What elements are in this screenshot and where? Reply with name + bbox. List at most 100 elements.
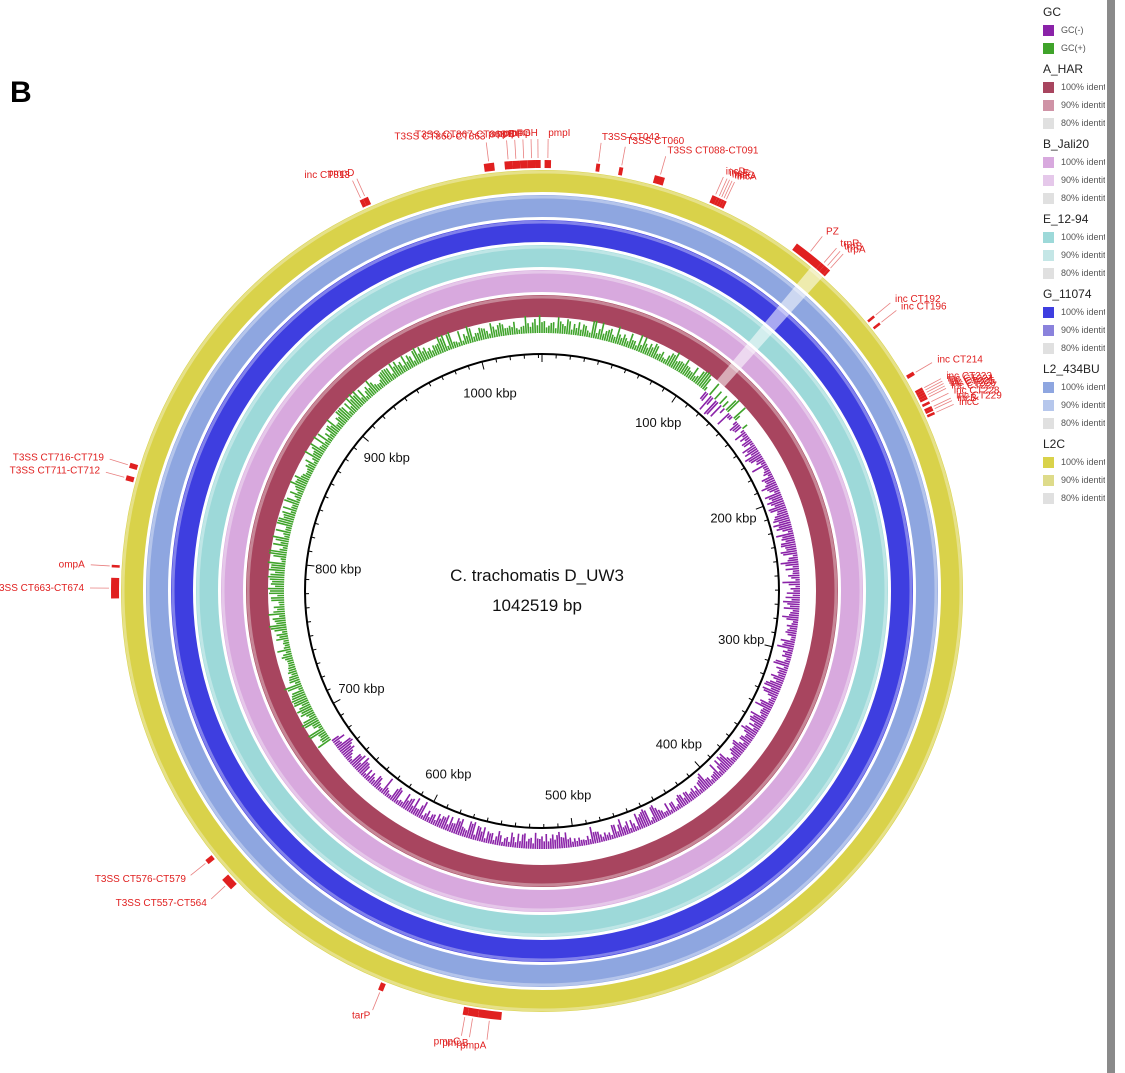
- feature-label: incB: [957, 393, 977, 404]
- axis-tick: [706, 422, 710, 427]
- gc-bar: [719, 408, 725, 414]
- gc-bar: [756, 457, 764, 463]
- gc-bar: [308, 463, 316, 469]
- feature-label: trpA: [847, 244, 866, 255]
- feature-leader: [823, 247, 837, 263]
- gc-bar: [318, 725, 323, 729]
- gc-bar: [576, 840, 579, 847]
- axis-tick: [767, 533, 773, 535]
- gc-bar: [725, 399, 737, 411]
- feature-leader: [105, 471, 125, 478]
- feature-leader: [928, 388, 947, 398]
- gc-bar: [463, 829, 468, 838]
- gc-bar: [290, 511, 297, 515]
- gc-bar: [561, 324, 564, 334]
- ring-highlight: [146, 195, 938, 987]
- gc-bar: [455, 821, 462, 835]
- axis-tick: [725, 733, 730, 737]
- gc-bar: [694, 371, 705, 385]
- feature-block: [483, 162, 495, 172]
- gc-bar: [283, 498, 300, 506]
- gc-bar: [785, 567, 800, 571]
- feature-block: [111, 564, 120, 568]
- gc-bar: [505, 836, 509, 847]
- axis-tick: [612, 812, 615, 817]
- gc-bar: [596, 831, 601, 843]
- gc-bar: [291, 695, 307, 704]
- feature-block: [111, 577, 120, 599]
- gc-bar: [759, 699, 774, 707]
- gc-bar: [312, 721, 321, 727]
- gc-bar: [770, 499, 784, 507]
- gc-bar: [408, 805, 414, 813]
- gc-bar: [734, 431, 746, 441]
- gc-bar: [298, 686, 304, 691]
- gc-bar: [639, 811, 648, 828]
- legend-group-title: A_HAR: [1043, 62, 1084, 76]
- gc-bar: [780, 543, 796, 548]
- gc-bar: [740, 724, 757, 736]
- gc-bar: [572, 323, 576, 336]
- feature-block: [652, 175, 665, 186]
- gc-bar: [763, 469, 771, 474]
- gc-bar: [352, 390, 365, 405]
- gc-bar: [487, 833, 492, 844]
- gc-bar: [313, 461, 318, 465]
- gc-bar: [342, 745, 355, 756]
- feature-label: inc CT223: [946, 371, 992, 382]
- gc-bar: [273, 610, 285, 613]
- feature-block: [544, 160, 552, 169]
- gc-bar: [335, 417, 345, 426]
- legend-item-label: 90% identity: [1061, 175, 1105, 185]
- gc-bar: [364, 390, 372, 399]
- gc-bar: [767, 693, 778, 699]
- gc-bar: [783, 552, 798, 556]
- gc-bar: [760, 714, 767, 719]
- gc-bar: [768, 700, 775, 705]
- feature-label: T3SS CT043: [602, 132, 660, 143]
- gc-bar: [296, 498, 301, 502]
- gc-bar: [766, 497, 784, 506]
- feature-block: [519, 160, 528, 169]
- feature-label: inc CT224: [948, 373, 994, 384]
- gc-bar: [397, 364, 405, 374]
- legend-group-title: E_12-94: [1043, 212, 1089, 226]
- feature-leader: [933, 397, 951, 407]
- axis-tick: [734, 721, 739, 726]
- gc-bar: [663, 811, 668, 818]
- gc-bar: [631, 340, 637, 350]
- gc-bar: [440, 817, 447, 829]
- gc-bar: [733, 407, 746, 419]
- feature-block: [721, 200, 727, 209]
- gc-bar: [556, 835, 559, 849]
- feature-leader: [461, 1016, 466, 1036]
- gc-bar: [337, 409, 350, 421]
- gc-bar: [714, 391, 723, 400]
- legend-item: 90% identity: [1043, 246, 1105, 264]
- gc-bar: [349, 753, 362, 765]
- gc-bar: [414, 808, 420, 816]
- gc-bar: [728, 416, 733, 421]
- gc-bar: [568, 321, 572, 335]
- gc-bar: [360, 765, 371, 776]
- gc-bar: [588, 332, 591, 338]
- gc-bar: [276, 521, 293, 528]
- gc-bar: [293, 697, 308, 705]
- legend-item: 80% identity: [1043, 114, 1105, 132]
- gc-bar: [663, 803, 672, 815]
- gc-bar: [283, 513, 295, 519]
- gc-bar: [296, 478, 308, 485]
- legend-item-label: 90% identity: [1061, 250, 1105, 260]
- gc-bar: [681, 365, 689, 376]
- gc-bar: [777, 508, 787, 514]
- axis-tick: [570, 818, 573, 827]
- legend-item-label: 100% identity: [1061, 82, 1105, 92]
- axis-tick: [382, 415, 386, 420]
- center-title: C. trachomatis D_UW3: [450, 566, 624, 585]
- feature-label: inc CT225: [949, 376, 995, 387]
- axis-tick: [306, 621, 312, 623]
- axis-tick: [326, 688, 331, 691]
- gc-bar: [295, 488, 304, 494]
- scrollbar[interactable]: [1107, 0, 1115, 1073]
- gc-bar: [271, 564, 286, 568]
